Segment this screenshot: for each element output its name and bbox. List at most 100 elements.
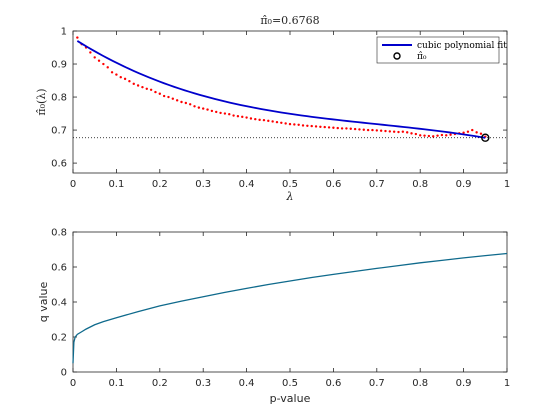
top-axes: 0 0.1 0.2 0.3 0.4 0.5 0.6 0.7 0.8 0.9 1 0.60.70.80… [35,14,510,203]
lambda-estimate-point [449,133,452,136]
lambda-estimate-point [271,120,274,123]
lambda-estimate-point [379,129,383,132]
lambda-estimate-point [188,103,192,106]
top-title: π̂₀=0.6768 [260,14,319,27]
lambda-estimate-point [275,120,279,124]
lambda-estimate-point [353,127,357,131]
lambda-estimate-point [479,132,483,135]
lambda-estimate-point [466,130,470,133]
ax2-x-tick-label: 0.4 [239,378,255,389]
top-y-ticks: 0.6 0.7 0.8 0.9 1 [51,27,507,170]
lambda-estimate-point [388,130,392,133]
ax2-x-tick-label: 0.8 [412,378,428,389]
lambda-estimate-point [136,84,140,87]
pi0-marker [481,133,490,142]
top-x-ticks: 0 0.1 0.2 0.3 0.4 0.5 0.6 0.7 0.8 0.9 1 [70,31,510,190]
ax1-x-tick-label: 0.9 [456,179,472,190]
ax1-x-tick-label: 0.1 [108,179,124,190]
lambda-estimate-point [171,97,175,100]
lambda-estimate-point [262,118,266,122]
lambda-estimate-point [154,90,157,94]
ax2-x-tick-label: 0.2 [152,378,168,389]
lambda-estimate-point [249,117,253,120]
ax1-y-tick-label: 0.7 [51,126,67,137]
lambda-estimate-point [471,128,474,132]
ax2-y-tick-label: 0.2 [51,333,67,344]
q-value-curve [72,252,508,364]
cubic-fit-line [76,40,486,139]
ax2-x-tick-label: 0.1 [108,378,124,389]
lambda-estimate-point [102,62,105,66]
legend-marker-swatch [393,52,401,60]
lambda-estimate-point [392,130,396,133]
ax2-x-tick-label: 0.7 [369,378,385,389]
lambda-estimate-point [310,124,313,128]
lambda-estimate-point [206,108,209,111]
lambda-estimate-point [397,130,400,134]
lambda-estimate-point [123,77,127,81]
lambda-estimate-point [423,134,426,137]
lambda-estimate-point [410,132,413,135]
lambda-estimate-point [405,131,409,134]
lambda-estimate-point [267,119,270,123]
lambda-estimate-point [254,117,257,121]
lambda-estimate-point [371,128,374,132]
bottom-axes-box [72,231,508,373]
lambda-estimate-point [306,124,309,127]
lambda-estimate-point [141,85,144,89]
ax1-x-tick-label: 0 [70,179,76,190]
lambda-estimate-point [180,100,183,104]
ax2-x-tick-label: 0.6 [325,378,341,389]
lambda-estimate-point [362,128,365,131]
lambda-estimate-point [384,129,387,133]
lambda-estimate-point [89,51,92,54]
lambda-estimate-point [184,101,188,105]
lambda-estimate-point [358,128,361,131]
lambda-estimate-point [332,126,335,129]
lambda-estimate-point [149,88,153,91]
lambda-estimate-point [115,73,118,76]
lambda-estimate-point [228,113,231,116]
lambda-estimate-point [197,106,201,109]
lambda-estimate-point [145,87,148,90]
ax1-x-tick-label: 0.3 [195,179,211,190]
lambda-estimate-point [128,79,131,83]
ax1-x-tick-label: 1 [504,179,510,190]
bottom-x-ticks: 0 0.1 0.2 0.3 0.4 0.5 0.6 0.7 0.8 0.9 1 [70,232,510,389]
lambda-estimate-point [401,130,405,133]
lambda-estimate-point [175,99,179,102]
bottom-axes: 0 0.1 0.2 0.3 0.4 0.5 0.6 0.7 0.8 0.9 1 0 0.2 0.4 0.6… [37,228,510,406]
ax2-y-tick-label: 0.8 [51,228,67,239]
lambda-estimate-point [232,114,235,117]
lambda-estimate-point [345,127,348,130]
lambda-estimate-point [297,123,300,126]
ax2-x-tick-label: 1 [504,378,510,389]
top-x-label: λ [286,190,294,203]
lambda-estimate-point [319,125,322,128]
lambda-estimate-point [427,134,431,138]
lambda-estimate-point [301,124,305,127]
lambda-estimate-point [245,116,248,119]
lambda-estimate-point [258,118,261,122]
lambda-estimate-point [162,94,166,98]
ax2-y-tick-label: 0.4 [51,298,67,309]
legend: cubic polynomial fit π̂₀ [376,36,507,64]
lambda-estimate-point [349,127,352,130]
lambda-estimate-point [284,122,287,125]
lambda-estimate-point [93,56,96,59]
lambda-estimate-point [280,121,283,125]
lambda-estimate-point [202,107,205,110]
lambda-estimate-point [327,126,331,129]
ax2-x-tick-label: 0.3 [195,378,211,389]
ax1-x-tick-label: 0.8 [412,179,428,190]
lambda-estimate-point [314,125,318,128]
ax1-x-tick-label: 0.6 [325,179,341,190]
lambda-estimate-point [241,115,244,119]
lambda-estimate-point [223,112,227,115]
lambda-estimate-point [193,105,196,108]
ax1-y-tick-label: 1 [61,27,67,38]
bottom-y-ticks: 0 0.2 0.4 0.6 0.8 [51,228,507,379]
lambda-estimate-point [97,59,101,62]
ax1-x-tick-label: 0.2 [152,179,168,190]
